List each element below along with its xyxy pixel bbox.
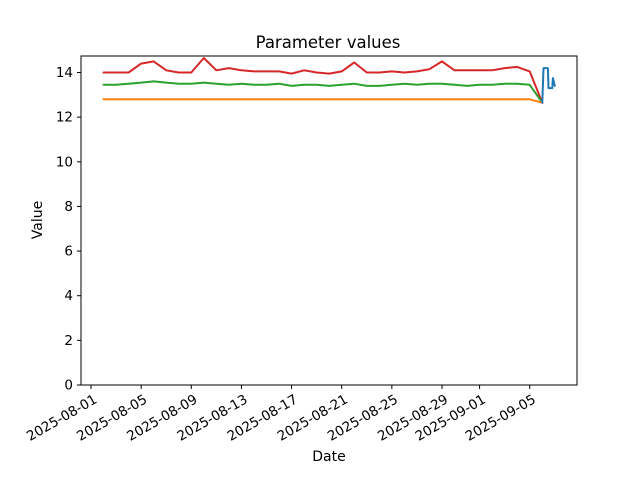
y-axis-label: Value (30, 201, 46, 239)
y-tick-label: 10 (56, 154, 73, 170)
y-tick-label: 12 (56, 110, 73, 126)
plot-border (80, 55, 578, 386)
y-tick-label: 14 (56, 65, 73, 81)
y-tick-label: 8 (64, 199, 73, 215)
y-tick-label: 2 (64, 333, 73, 349)
axes-layer: 024681012142025-08-012025-08-052025-08-0… (24, 55, 578, 445)
series-line-red (102, 57, 544, 104)
y-tick-label: 0 (64, 378, 73, 394)
y-tick-label: 4 (64, 288, 73, 304)
y-tick-label: 6 (64, 244, 73, 260)
series-line-blue (541, 67, 556, 104)
series-layer (102, 57, 556, 104)
series-line-orange (102, 98, 544, 104)
series-line-green (102, 80, 544, 104)
x-axis-label: Date (312, 449, 345, 465)
chart-title: Parameter values (256, 33, 401, 52)
